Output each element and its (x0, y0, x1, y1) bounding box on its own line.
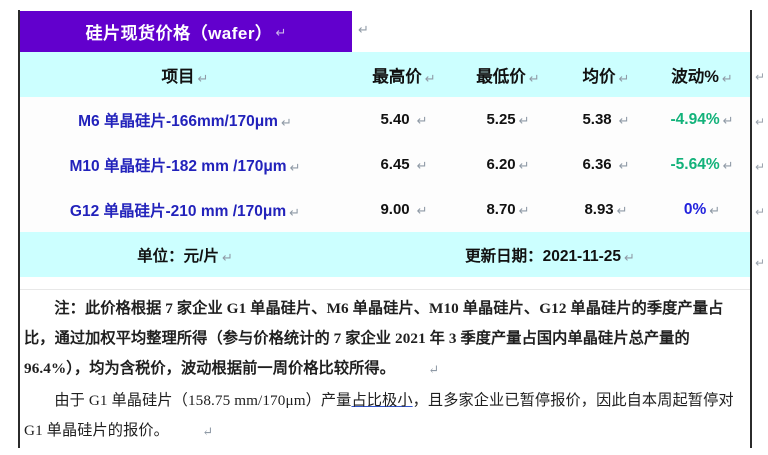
return-mark-icon: ↵ (518, 202, 530, 218)
return-mark-icon: ↵ (518, 112, 530, 128)
note-paragraph-2: 由于 G1 单晶硅片（158.75 mm/170μm）产量占比极小，且多家企业已… (24, 386, 746, 446)
cell-high: 9.00 ↵ (380, 200, 428, 218)
cell-high: 6.45 ↵ (380, 155, 428, 173)
cell-low: 6.20 ↵ (486, 155, 530, 173)
return-mark-icon: ↵ (616, 202, 628, 218)
return-mark-icon: ↵ (755, 160, 766, 174)
return-mark-icon: ↵ (755, 256, 766, 270)
return-mark-icon: ↵ (416, 202, 428, 218)
cell-item: M10 单晶硅片-182 mm /170μm ↵ (69, 157, 301, 175)
cell-high: 5.40 ↵ (380, 110, 428, 128)
table-row: G12 单晶硅片-210 mm /170μm ↵ 9.00 ↵ 8.70 ↵ 8.93… (20, 187, 750, 232)
price-table: 项目 ↵ 最高价 ↵ 最低价 ↵ 均价 ↵ 波动% ↵ M6 单晶硅片-166mm/170… (20, 52, 750, 277)
return-mark-icon: ↵ (416, 157, 428, 173)
status-badge: -5.64% (670, 155, 720, 173)
return-mark-icon: ↵ (755, 115, 766, 129)
return-mark-icon: ↵ (722, 157, 734, 173)
return-mark-icon: ↵ (528, 70, 540, 86)
page-title: 硅片现货价格（wafer） (85, 24, 273, 43)
cell-item: M6 单晶硅片-166mm/170μm ↵ (78, 112, 292, 130)
cell-low: 5.25 ↵ (486, 110, 530, 128)
return-mark-icon: ↵ (202, 424, 214, 439)
cell-change: -5.64% ↵ (654, 142, 750, 187)
table-row: M10 单晶硅片-182 mm /170μm ↵ 6.45 ↵ 6.20 ↵ 6.36… (20, 142, 750, 187)
return-mark-icon: ↵ (416, 112, 428, 128)
notes-section: 注：此价格根据 7 家企业 G1 单晶硅片、M6 单晶硅片、M10 单晶硅片、G… (24, 294, 746, 446)
note-paragraph-1: 注：此价格根据 7 家企业 G1 单晶硅片、M6 单晶硅片、M10 单晶硅片、G… (24, 294, 746, 384)
table-footer-row: 单位：元/片 ↵ 更新日期：2021-11-25 ↵ (20, 232, 750, 277)
column-header-low: 最低价 ↵ (476, 67, 540, 86)
return-mark-icon: ↵ (755, 70, 766, 84)
column-header-high: 最高价 ↵ (372, 67, 436, 86)
return-mark-icon: ↵ (280, 114, 292, 130)
cell-avg: 6.36 ↵ (582, 155, 630, 173)
column-header-avg: 均价 ↵ (582, 67, 630, 86)
return-mark-icon: ↵ (358, 22, 369, 37)
return-mark-icon: ↵ (709, 202, 721, 218)
return-mark-icon: ↵ (197, 70, 209, 86)
return-mark-icon: ↵ (518, 157, 530, 173)
document-frame (18, 10, 752, 448)
unit-label: 单位：元/片 ↵ (137, 247, 233, 265)
table-header-row: 项目 ↵ 最高价 ↵ 最低价 ↵ 均价 ↵ 波动% ↵ (20, 52, 750, 97)
return-mark-icon: ↵ (289, 204, 301, 220)
return-mark-icon: ↵ (618, 112, 630, 128)
title-banner: 硅片现货价格（wafer） ↵ (20, 11, 352, 52)
table-row: M6 单晶硅片-166mm/170μm ↵ 5.40 ↵ 5.25 ↵ 5.38 ↵ -… (20, 97, 750, 142)
cell-change: 0% ↵ (654, 187, 750, 232)
return-mark-icon: ↵ (428, 362, 440, 377)
cell-item: G12 单晶硅片-210 mm /170μm ↵ (69, 202, 301, 220)
return-mark-icon: ↵ (721, 70, 733, 86)
cell-low: 8.70 ↵ (486, 200, 530, 218)
return-mark-icon: ↵ (275, 24, 287, 40)
column-header-item: 项目 ↵ (161, 67, 209, 86)
cell-avg: 8.93 ↵ (584, 200, 628, 218)
return-mark-icon: ↵ (722, 112, 734, 128)
return-mark-icon: ↵ (424, 70, 436, 86)
cell-avg: 5.38 ↵ (582, 110, 630, 128)
column-header-change: 波动% ↵ (671, 67, 733, 86)
return-mark-icon: ↵ (618, 157, 630, 173)
update-date-label: 更新日期：2021-11-25 ↵ (465, 247, 635, 265)
note-underlined-phrase: 占比极小 (351, 392, 413, 409)
cell-change: -4.94% ↵ (654, 97, 750, 142)
return-mark-icon: ↵ (755, 205, 766, 219)
return-mark-icon: ↵ (624, 249, 635, 265)
return-mark-icon: ↵ (618, 70, 630, 86)
status-badge: 0% (683, 200, 707, 218)
divider (20, 289, 750, 290)
status-badge: -4.94% (670, 110, 720, 128)
return-mark-icon: ↵ (289, 159, 301, 175)
return-mark-icon: ↵ (221, 249, 233, 265)
